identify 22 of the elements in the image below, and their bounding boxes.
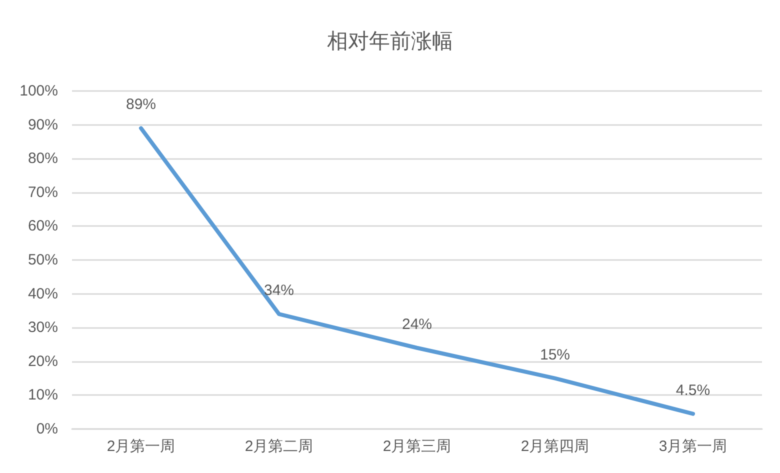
data-label: 4.5% <box>676 382 710 399</box>
y-tick-label: 80% <box>28 150 58 168</box>
y-tick-label: 90% <box>28 116 58 134</box>
x-tick-label: 3月第一周 <box>658 438 728 455</box>
data-label: 34% <box>264 282 294 300</box>
y-tick-label: 40% <box>28 285 58 302</box>
x-tick-label: 2月第二周 <box>244 438 314 455</box>
data-label: 15% <box>540 346 570 364</box>
y-tick-label: 70% <box>28 184 58 201</box>
y-tick-label: 10% <box>28 386 58 404</box>
y-tick-label: 0% <box>36 420 58 438</box>
x-tick-label: 2月第三周 <box>382 438 452 455</box>
chart-title: 相对年前涨幅 <box>327 30 453 53</box>
data-label: 89% <box>126 96 156 114</box>
y-tick-label: 100% <box>20 82 58 100</box>
y-tick-label: 30% <box>28 319 58 336</box>
data-label: 24% <box>402 316 432 333</box>
x-tick-label: 2月第四周 <box>520 438 590 455</box>
y-tick-label: 20% <box>28 352 58 370</box>
x-tick-label: 2月第一周 <box>106 438 176 455</box>
y-tick-label: 60% <box>28 218 58 235</box>
y-tick-label: 50% <box>28 252 58 268</box>
